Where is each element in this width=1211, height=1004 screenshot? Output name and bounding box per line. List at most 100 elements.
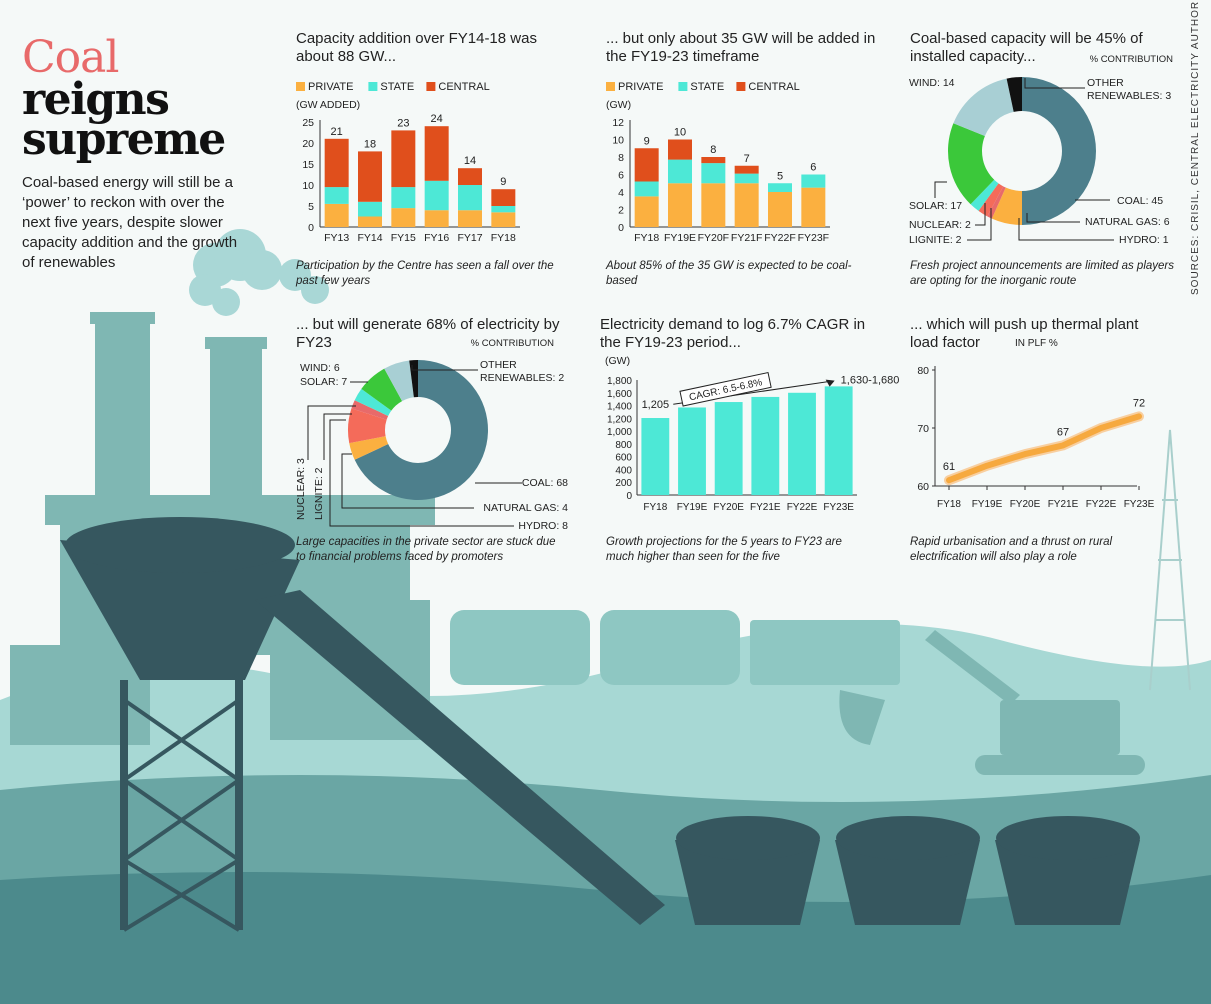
coal-carts <box>675 816 1140 925</box>
c3-label-lignite: LIGNITE: 2 <box>909 234 962 246</box>
c1-bar-state-fy16 <box>424 180 449 211</box>
c2-bar-state-fy20f <box>701 163 726 184</box>
c3-slice-solar <box>948 123 995 205</box>
plant-load-factor-chart: IN PLF % 60 70 80 FY18 FY19E FY20E FY21E FY22E FY… <box>917 338 1154 510</box>
c5-y-tick: 1,600 <box>607 389 632 400</box>
c2-bar-state-fy18 <box>634 181 659 197</box>
panel6-note: Rapid urbanisation and a thrust on rural… <box>910 536 1113 563</box>
coal-hopper <box>60 517 300 930</box>
c4-leader-other-renewables <box>411 365 478 371</box>
c3-slice-other-renewables <box>1006 77 1022 112</box>
c3-label-nuclear: NUCLEAR: 2 <box>909 219 971 231</box>
c3-leader-other-renewables <box>1024 78 1085 89</box>
c2-bar-private-fy22f <box>768 192 792 227</box>
c4-label-other-renewables: OTHER RENEWABLES: 2 <box>480 359 564 384</box>
c1-y-tick: 0 <box>308 222 314 234</box>
c2-total-label: 8 <box>710 144 716 156</box>
c5-y-tick: 800 <box>615 440 632 451</box>
c4-unit-label: % CONTRIBUTION <box>471 338 555 349</box>
c2-y-tick: 8 <box>618 152 624 164</box>
headline-line-2: supreme <box>22 114 226 165</box>
c5-bar-fy19e <box>678 407 706 495</box>
c5-y-tick: 1,000 <box>607 427 632 438</box>
capacity-addition-fy18-23-chart: PRIVATE STATE CENTRAL (GW) 0 2 4 6 8 10 12 9 FY18 10 F… <box>606 81 830 244</box>
c1-total-label: 9 <box>500 176 506 188</box>
c4-label-lignite: LIGNITE: 2 <box>313 467 325 520</box>
c1-total-label: 14 <box>464 155 476 167</box>
smoke-clouds <box>189 229 329 316</box>
c5-y-tick: 1,200 <box>607 414 632 425</box>
c4-slice-solar <box>361 368 403 411</box>
c6-point-label: 61 <box>943 461 955 473</box>
c5-bar-fy22e <box>788 392 816 495</box>
c6-point-label: 67 <box>1057 426 1069 438</box>
c3-leader-natural-gas <box>1026 213 1080 223</box>
c2-bar-state-fy22f <box>768 183 792 192</box>
c5-x-tick: FY19E <box>677 502 708 513</box>
panel3-title: Coal-based capacity will be 45% of insta… <box>910 30 1143 65</box>
legend-label-state: STATE <box>690 81 724 93</box>
panel4-title: ... but will generate 68% of electricity… <box>296 316 560 351</box>
legend-label-private: PRIVATE <box>308 81 353 93</box>
c6-y-tick: 80 <box>917 365 929 377</box>
c4-label-coal: COAL: 68 <box>522 477 568 489</box>
c5-y-tick: 1,400 <box>607 402 632 413</box>
panel5-note: Growth projections for the 5 years to FY… <box>606 536 842 563</box>
hopper-truss <box>122 698 241 932</box>
c5-bar-fy18 <box>641 418 670 495</box>
train-silhouette <box>450 610 900 685</box>
panel2-note: About 85% of the 35 GW is expected to be… <box>606 260 852 287</box>
c5-y-tick: 600 <box>615 453 632 464</box>
excavator-silhouette <box>839 630 1145 775</box>
c1-x-tick: FY13 <box>324 232 349 244</box>
c4-slice-lignite <box>351 400 389 420</box>
c2-bar-central-fy18 <box>634 148 659 182</box>
c2-x-tick: FY19E <box>664 232 696 244</box>
c5-cagr-frame <box>679 372 772 407</box>
transmission-tower <box>1149 429 1191 691</box>
c1-y-tick: 20 <box>302 138 314 150</box>
c5-x-tick: FY22E <box>787 502 818 513</box>
c4-label-hydro: HYDRO: 8 <box>518 520 568 532</box>
c5-bar-fy21e <box>751 396 780 495</box>
c1-y-tick: 15 <box>302 159 314 171</box>
panel2-title: ... but only about 35 GW will be added i… <box>606 30 876 65</box>
c6-x-tick: FY20E <box>1010 499 1041 510</box>
c2-y-tick: 0 <box>618 222 624 234</box>
c1-bar-central-fy18 <box>491 189 516 206</box>
legend-swatch-central <box>736 82 746 91</box>
c2-bar-state-fy23f <box>801 174 826 188</box>
c5-x-tick: FY23E <box>823 502 854 513</box>
legend-label-central: CENTRAL <box>438 81 489 93</box>
c3-label-other-renewables: OTHER RENEWABLES: 3 <box>1087 77 1171 102</box>
c2-bar-state-fy21f <box>734 173 759 184</box>
c4-label-natural-gas: NATURAL GAS: 4 <box>483 502 568 514</box>
c1-bar-state-fy15 <box>391 187 416 209</box>
legend-label-private: PRIVATE <box>618 81 663 93</box>
c4-leader-hydro <box>329 419 514 527</box>
c5-y-tick: 1,800 <box>607 376 632 387</box>
c1-bar-state-fy18 <box>491 206 516 213</box>
legend-swatch-private <box>606 82 615 91</box>
c6-x-tick: FY21E <box>1048 499 1079 510</box>
c4-label-nuclear: NUCLEAR: 3 <box>295 458 307 520</box>
c1-bar-central-fy17 <box>458 168 482 185</box>
c1-bar-state-fy14 <box>358 201 382 217</box>
c4-leader-natural-gas <box>341 453 474 509</box>
c1-unit-label: (GW ADDED) <box>296 99 360 111</box>
c1-x-tick: FY18 <box>491 232 516 244</box>
c3-label-coal: COAL: 45 <box>1117 195 1163 207</box>
c2-unit-label: (GW) <box>606 99 631 111</box>
c3-leader-hydro <box>1018 218 1114 241</box>
c5-y-tick: 0 <box>626 491 632 502</box>
c3-label-solar: SOLAR: 17 <box>909 200 962 212</box>
c1-total-label: 21 <box>331 126 343 138</box>
c1-total-label: 18 <box>364 138 376 150</box>
c3-slice-coal <box>1022 77 1096 225</box>
panel3-note: Fresh project announcements are limited … <box>910 260 1174 287</box>
c5-unit-label: (GW) <box>605 355 630 367</box>
c3-slice-nuclear <box>970 179 999 211</box>
c3-slice-hydro <box>987 186 1006 219</box>
legend-swatch-private <box>296 82 305 91</box>
